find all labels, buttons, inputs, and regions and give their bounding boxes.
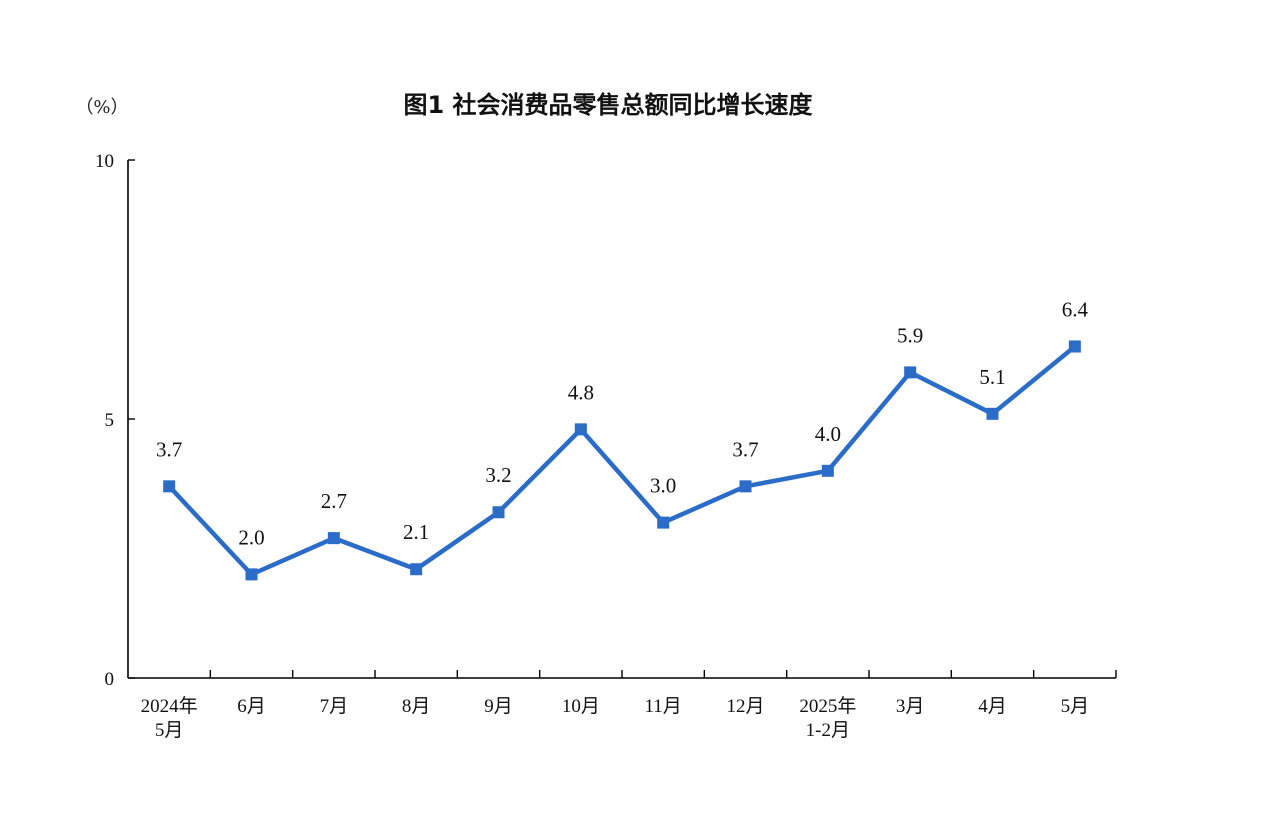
data-label: 3.2: [485, 463, 511, 487]
y-tick-label: 0: [105, 669, 115, 690]
data-point-marker: [410, 563, 423, 576]
data-label: 3.7: [156, 437, 182, 461]
y-tick-label: 5: [105, 410, 115, 431]
x-tick-label: 5月: [1061, 696, 1090, 717]
x-tick-label: 1-2月: [806, 720, 850, 741]
data-point-marker: [245, 568, 258, 581]
data-point-marker: [327, 532, 340, 545]
data-point-marker: [163, 480, 176, 493]
chart-title: 图1 社会消费品零售总额同比增长速度: [403, 91, 813, 119]
data-point-marker: [492, 506, 505, 519]
data-point-marker: [986, 407, 999, 420]
x-tick-label: 9月: [484, 696, 513, 717]
data-point-marker: [821, 464, 834, 477]
y-ticks: 0 5 10: [95, 151, 135, 690]
data-point-marker: [657, 516, 670, 529]
data-point-marker: [1068, 340, 1081, 353]
data-label: 3.0: [650, 474, 676, 498]
x-tick-label: 4月: [978, 696, 1007, 717]
x-tick-label: 8月: [402, 696, 431, 717]
y-axis-unit-label: （%）: [75, 97, 128, 118]
x-ticks: 2024年 5月 6月 7月 8月 9月 10月 11月 12月 2025年 1-2月 3月 4月 5月: [141, 670, 1117, 741]
data-point-marker: [574, 423, 587, 436]
data-label: 3.7: [732, 437, 758, 461]
x-tick-label: 2024年: [141, 695, 198, 717]
data-label: 2.0: [238, 525, 264, 549]
series-line: [167, 344, 1077, 577]
data-point-marker: [904, 366, 917, 379]
data-labels: 3.7 2.0 2.7 2.1 3.2 4.8 3.0 3.7 4.0 5.9 5.1 6.4: [156, 297, 1088, 549]
series: [163, 340, 1081, 581]
data-label: 6.4: [1062, 297, 1089, 321]
data-label: 4.8: [568, 380, 594, 404]
x-tick-label: 5月: [155, 720, 184, 741]
axes: [127, 160, 1116, 679]
data-point-marker: [739, 480, 752, 493]
x-tick-label: 6月: [237, 696, 266, 717]
y-tick-label: 10: [95, 151, 114, 172]
data-label: 2.7: [321, 489, 347, 513]
x-tick-label: 12月: [726, 696, 764, 717]
x-tick-label: 3月: [896, 696, 925, 717]
data-label: 5.1: [979, 365, 1005, 389]
x-tick-label: 7月: [320, 696, 349, 717]
x-tick-label: 10月: [562, 696, 600, 717]
x-tick-label: 11月: [645, 696, 682, 717]
data-label: 2.1: [403, 520, 429, 544]
data-label: 5.9: [897, 323, 923, 347]
x-tick-label: 2025年: [799, 695, 856, 717]
data-label: 4.0: [815, 422, 841, 446]
